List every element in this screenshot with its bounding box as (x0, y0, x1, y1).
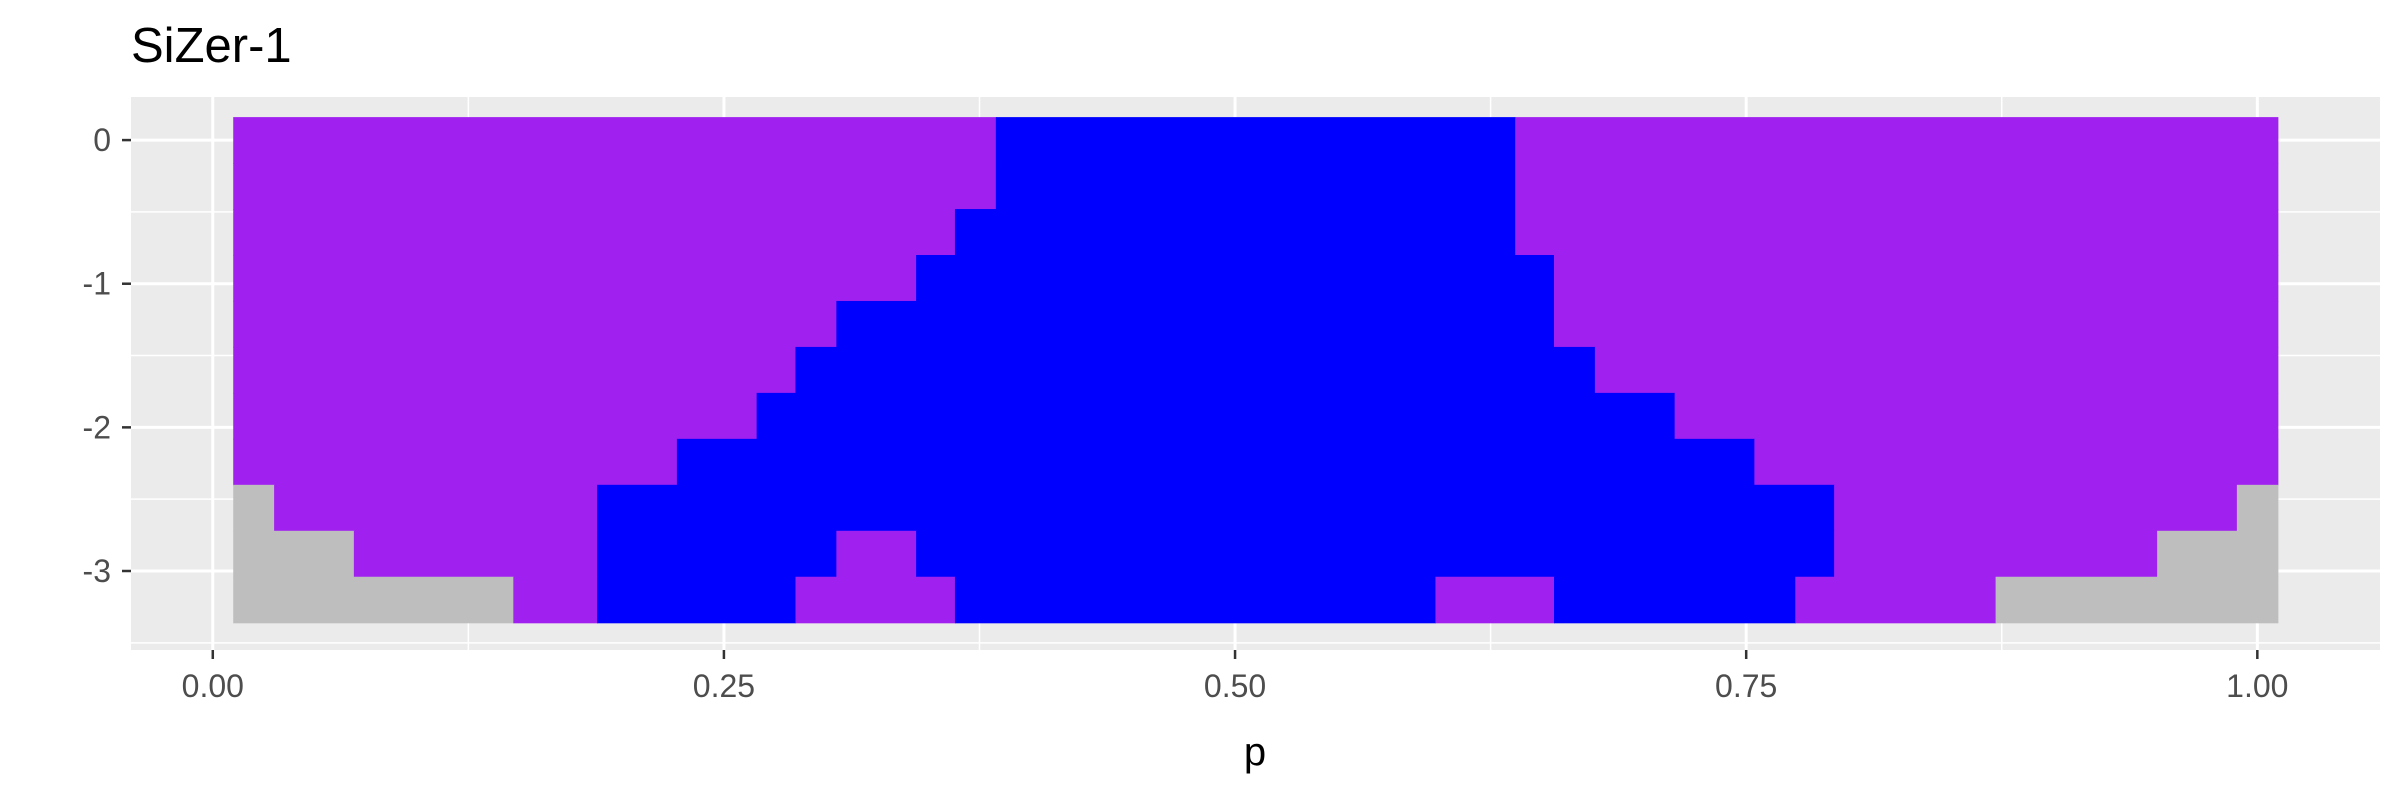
tile-increasing (676, 438, 1755, 486)
tile-insufficient-data (1995, 576, 2279, 624)
tile-not-significant (233, 346, 797, 394)
x-axis-title: p (1244, 730, 1266, 774)
tile-increasing (597, 576, 797, 624)
tile-increasing (916, 530, 1835, 578)
tile-not-significant (233, 392, 758, 440)
x-tick-label: 1.00 (2226, 668, 2288, 704)
tile-not-significant (233, 209, 956, 256)
tile-increasing (995, 117, 1516, 164)
tile-not-significant (353, 530, 598, 578)
tile-increasing (836, 300, 1555, 348)
tile-increasing (954, 576, 1437, 624)
tile-not-significant (1754, 438, 2279, 486)
x-tick-label: 0.50 (1204, 668, 1266, 704)
chart-title: SiZer-1 (131, 19, 292, 73)
y-tick-label: -3 (83, 553, 111, 589)
tile-increasing (597, 484, 1835, 532)
y-tick-label: -1 (83, 266, 111, 302)
tile-not-significant (274, 484, 598, 532)
heatmap-tiles (233, 117, 2279, 624)
tile-not-significant (1795, 576, 1997, 624)
x-tick-label: 0.25 (693, 668, 755, 704)
tile-not-significant (1515, 163, 2279, 210)
tile-not-significant (1515, 209, 2279, 256)
tile-not-significant (513, 576, 598, 624)
tile-not-significant (233, 117, 997, 164)
tile-not-significant (233, 300, 837, 348)
tile-increasing (1554, 576, 1796, 624)
tile-increasing (597, 530, 837, 578)
tile-increasing (795, 346, 1596, 394)
x-tick-label: 0.75 (1715, 668, 1777, 704)
tile-not-significant (1834, 530, 2158, 578)
tile-insufficient-data (233, 484, 275, 532)
tile-not-significant (1554, 300, 2279, 348)
x-tick-label: 0.00 (182, 668, 244, 704)
tile-not-significant (795, 576, 956, 624)
tile-insufficient-data (233, 576, 514, 624)
tile-not-significant (233, 163, 997, 210)
y-tick-label: -2 (83, 409, 111, 445)
tile-insufficient-data (233, 530, 355, 578)
tile-not-significant (1515, 117, 2279, 164)
tile-not-significant (836, 530, 917, 578)
tile-not-significant (233, 255, 917, 302)
tile-not-significant (1674, 392, 2279, 440)
y-axis: 0 -1 -2 -3 (83, 122, 131, 589)
tile-not-significant (233, 438, 678, 486)
tile-increasing (954, 209, 1516, 256)
tile-increasing (916, 255, 1555, 302)
tile-not-significant (1435, 576, 1555, 624)
x-axis: 0.00 0.25 0.50 0.75 1.00 (182, 650, 2288, 704)
tile-not-significant (1834, 484, 2238, 532)
tile-insufficient-data (2236, 484, 2279, 532)
tile-insufficient-data (2157, 530, 2279, 578)
y-tick-label: 0 (93, 122, 111, 158)
tile-increasing (995, 163, 1516, 210)
tile-not-significant (1554, 255, 2279, 302)
tile-increasing (756, 392, 1676, 440)
tile-not-significant (1594, 346, 2279, 394)
